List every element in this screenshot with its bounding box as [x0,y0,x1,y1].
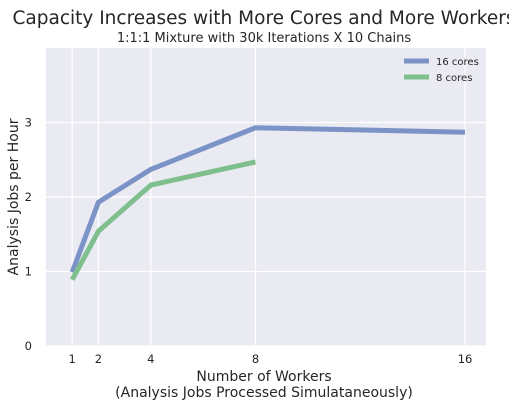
legend-label: 16 cores [436,57,479,68]
x-axis-label: Number of Workers [196,369,331,385]
legend-label: 8 cores [436,73,472,84]
y-axis-label: Analysis Jobs per Hour [6,118,22,275]
x-tick-label: 2 [95,352,102,366]
x-axis-sublabel: (Analysis Jobs Processed Simulataneously… [115,385,413,401]
x-tick-label: 8 [252,352,259,366]
y-tick-label: 3 [25,116,32,130]
x-tick-label: 16 [458,352,473,366]
x-tick-label: 4 [147,352,154,366]
x-tick-label: 1 [69,352,76,366]
y-tick-label: 1 [25,265,32,279]
y-tick-label: 2 [25,190,32,204]
chart-title: Capacity Increases with More Cores and M… [13,8,509,29]
y-tick-label: 0 [25,339,32,353]
chart-subtitle: 1:1:1 Mixture with 30k Iterations X 10 C… [117,31,412,46]
